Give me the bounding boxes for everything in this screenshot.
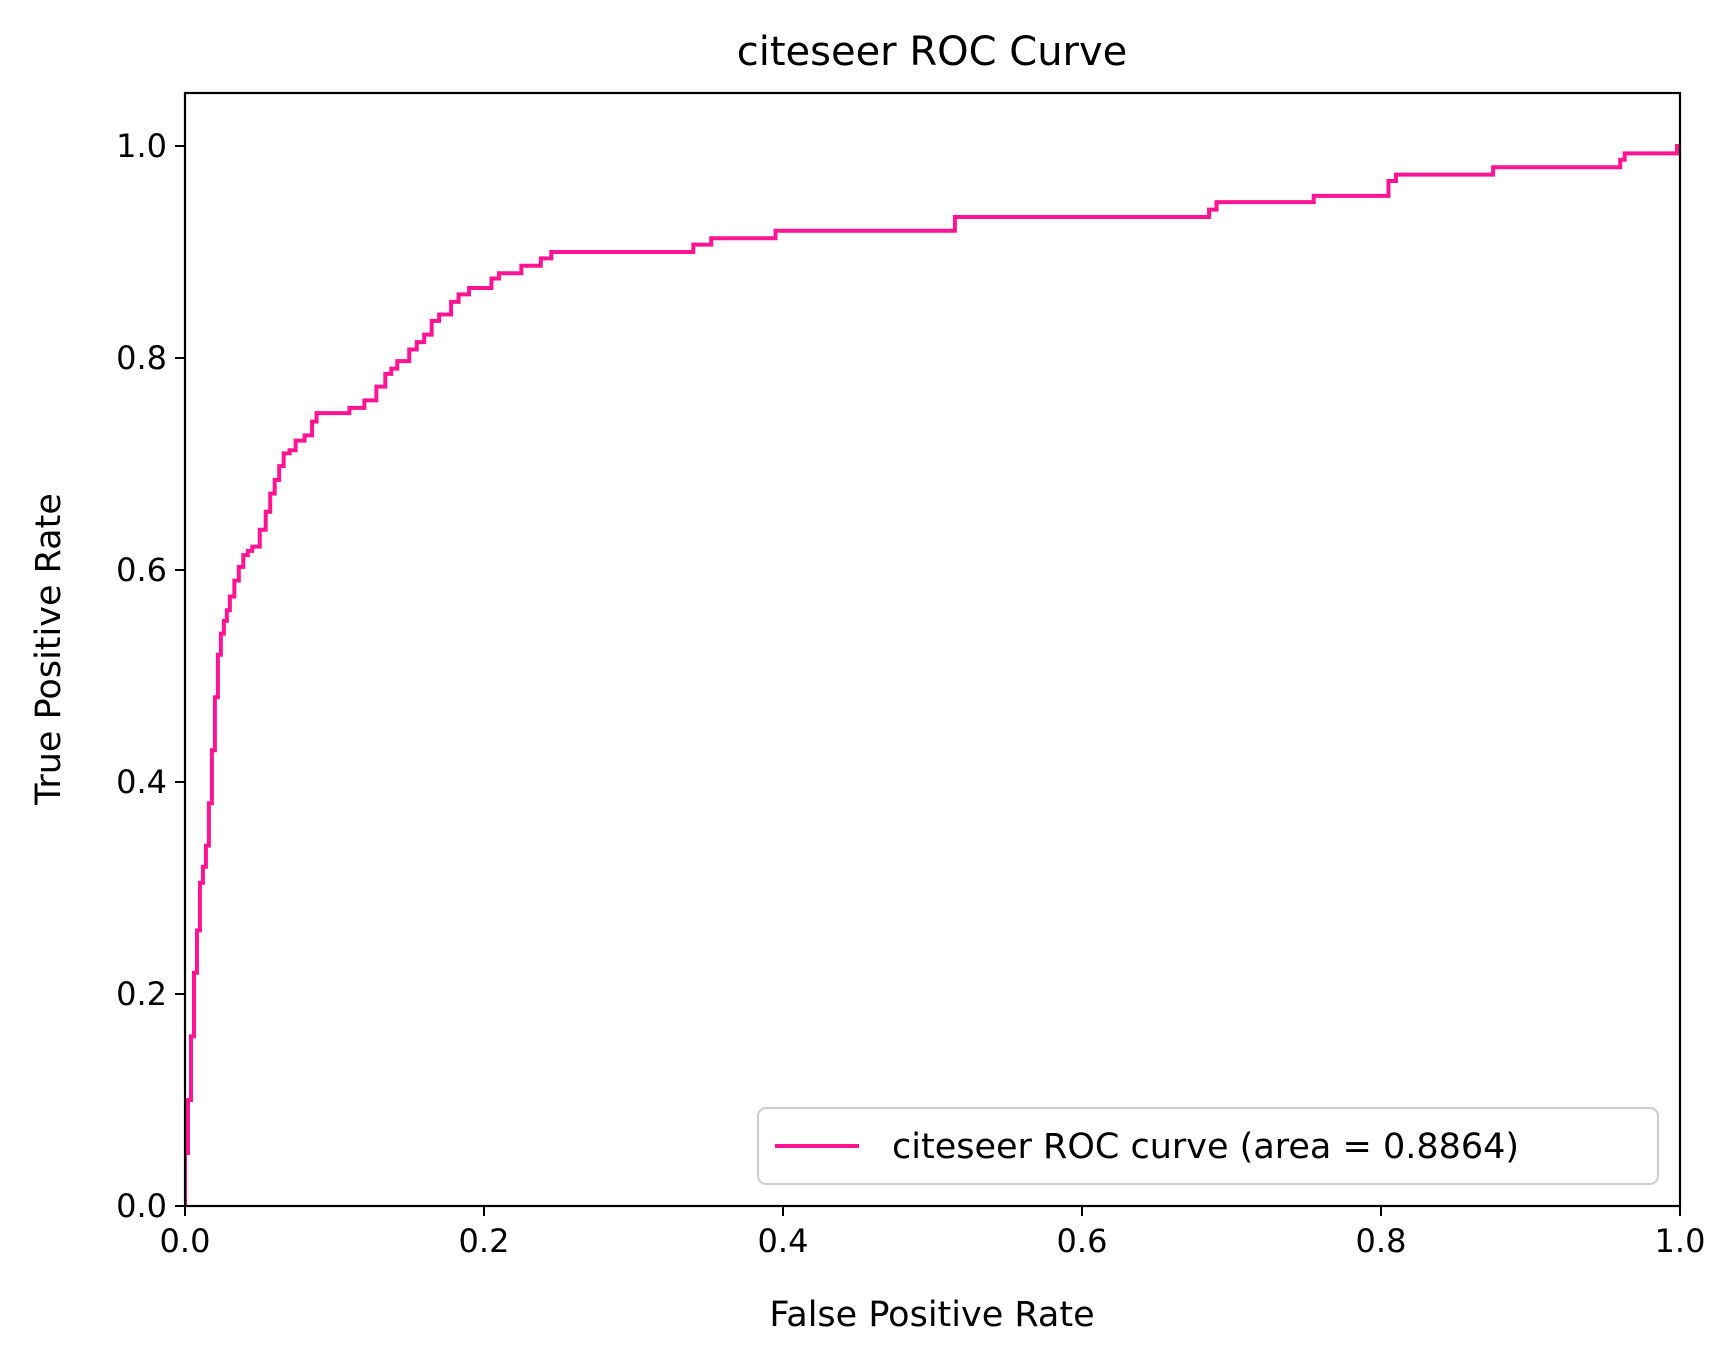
y-axis-title: True Positive Rate (29, 493, 69, 806)
y-tick-label: 0.0 (116, 1187, 167, 1225)
plot-area (185, 93, 1680, 1206)
x-tick-label: 0.0 (160, 1222, 211, 1260)
x-tick-label: 0.6 (1057, 1222, 1108, 1260)
y-axis-ticks: 0.0 0.2 0.4 0.6 0.8 1.0 (116, 127, 185, 1225)
y-tick-label: 0.6 (116, 551, 167, 589)
roc-curve-line (185, 144, 1680, 1206)
y-tick-label: 0.4 (116, 763, 167, 801)
x-axis-title: False Positive Rate (769, 1295, 1094, 1335)
legend-label: citeseer ROC curve (area = 0.8864) (892, 1127, 1519, 1167)
plot-frame (183, 91, 1682, 1208)
x-tick-label: 0.8 (1356, 1222, 1407, 1260)
chart-title: citeseer ROC Curve (737, 29, 1128, 75)
x-tick-label: 1.0 (1655, 1222, 1706, 1260)
legend: citeseer ROC curve (area = 0.8864) (757, 1107, 1659, 1185)
x-tick-label: 0.4 (758, 1222, 809, 1260)
y-tick-label: 0.8 (116, 339, 167, 377)
x-axis-ticks: 0.0 0.2 0.4 0.6 0.8 1.0 (160, 1206, 1706, 1260)
legend-box (757, 1107, 1659, 1185)
x-tick-label: 0.2 (459, 1222, 510, 1260)
series-layer (185, 144, 1680, 1206)
y-tick-label: 0.2 (116, 975, 167, 1013)
y-tick-label: 1.0 (116, 127, 167, 165)
